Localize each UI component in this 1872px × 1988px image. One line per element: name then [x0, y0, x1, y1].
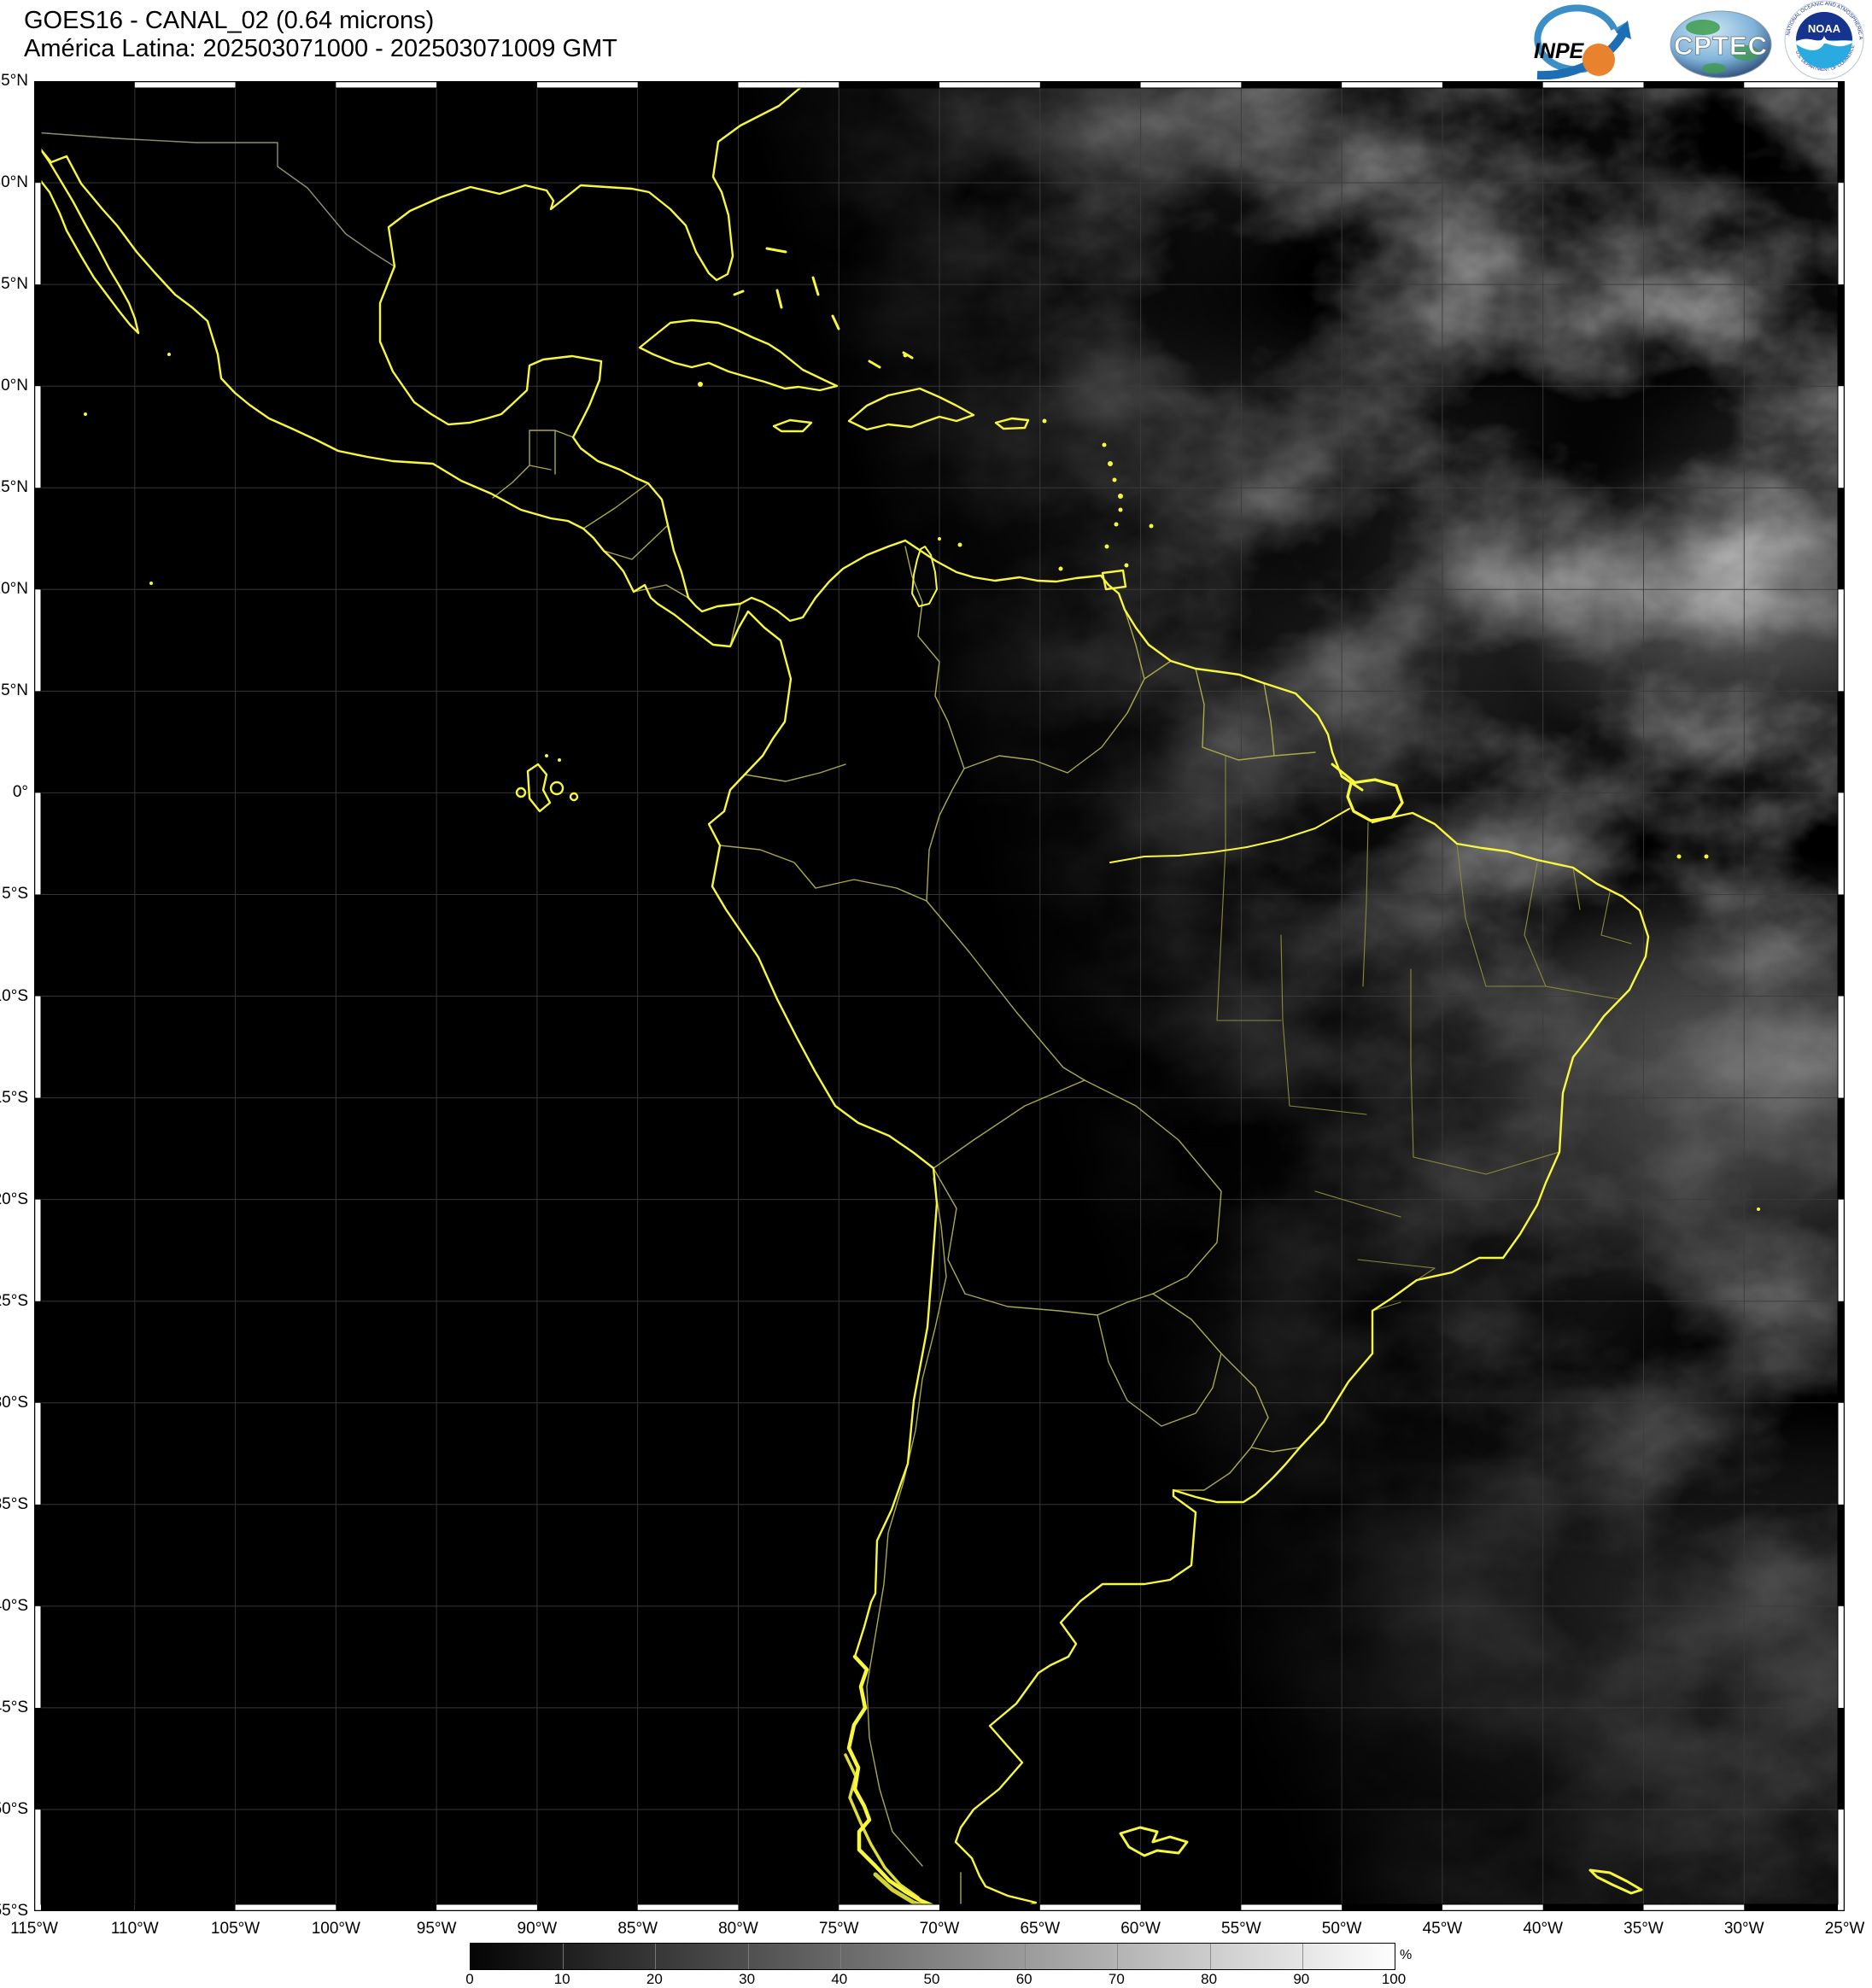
- latitude-tick-label: 0°: [12, 783, 28, 802]
- latitude-tick-label: 25°S: [0, 1291, 28, 1310]
- small-islands-layer: [84, 353, 1760, 1211]
- longitude-tick-label: 95°W: [416, 1920, 457, 1938]
- latitude-tick-label: 10°S: [0, 986, 28, 1005]
- inpe-orange-sphere-icon: [1582, 44, 1615, 76]
- longitude-tick-label: 90°W: [517, 1920, 558, 1938]
- latitude-tick-label: 25°N: [0, 275, 28, 294]
- cptec-landmass-icon: [1686, 20, 1720, 35]
- colorbar-tick-label: 60: [1015, 1971, 1033, 1987]
- cptec-logo: CPTEC: [1670, 10, 1772, 79]
- latitude-tick-label: 20°N: [0, 377, 28, 395]
- inpe-logo: INPE: [1534, 4, 1631, 80]
- cptec-landmass-icon: [1702, 63, 1726, 73]
- longitude-tick-label: 100°W: [311, 1920, 360, 1938]
- cptec-landmass-icon: [1732, 45, 1759, 61]
- colorbar-tick-label: 80: [1201, 1971, 1218, 1987]
- colorbar-tick-label: 20: [646, 1971, 663, 1987]
- colorbar-tick: [747, 1944, 749, 1969]
- colorbar-tick: [1025, 1944, 1027, 1969]
- header-title-block: GOES16 - CANAL_02 (0.64 microns) América…: [24, 7, 617, 63]
- latitude-tick-label: 20°S: [0, 1190, 28, 1208]
- colorbar-tick-label: 0: [465, 1971, 474, 1987]
- cptec-logo-text: CPTEC: [1674, 31, 1768, 61]
- graticule-grid: [34, 81, 1845, 1911]
- longitude-tick-label: 75°W: [818, 1920, 859, 1938]
- reflectance-colorbar: [470, 1943, 1395, 1970]
- colorbar-tick-label: 90: [1293, 1971, 1310, 1987]
- map-frame: [33, 80, 1872, 1912]
- latitude-axis: 35°N 30°N 25°N 20°N 15°N 10°N 5°N 0° 5°S 10°S 15°S…: [0, 0, 32, 1988]
- noaa-logo: NATIONAL OCEANIC AND ATMOSPHERIC ADMINIS…: [1781, 0, 1864, 80]
- longitude-tick-label: 35°W: [1623, 1920, 1664, 1938]
- longitude-tick-label: 115°W: [10, 1920, 58, 1938]
- longitude-tick-label: 105°W: [210, 1920, 260, 1938]
- longitude-tick-label: 80°W: [718, 1920, 758, 1938]
- latitude-tick-label: 5°N: [1, 681, 28, 700]
- longitude-tick-label: 85°W: [617, 1920, 658, 1938]
- colorbar-tick-label: 30: [739, 1971, 756, 1987]
- colorbar-tick-label: 10: [553, 1971, 570, 1987]
- latitude-tick-label: 45°S: [0, 1698, 28, 1716]
- colorbar-tick-label: 50: [923, 1971, 940, 1987]
- colorbar-scale: 0 10 20 30 40 50 60 70 80 90 100: [465, 1971, 1495, 1988]
- satellite-map-canvas: [32, 79, 1872, 1985]
- colorbar-tick-label: 100: [1381, 1971, 1407, 1987]
- noaa-seagull-icon: [1794, 36, 1854, 50]
- latitude-tick-label: 5°S: [2, 885, 28, 903]
- latitude-tick-label: 30°N: [0, 173, 28, 192]
- colorbar-tick: [839, 1944, 841, 1969]
- latitude-tick-label: 15°S: [0, 1088, 28, 1107]
- product-subtitle: América Latina: 202503071000 - 202503071…: [24, 35, 617, 62]
- latitude-tick-label: 35°N: [0, 72, 28, 90]
- longitude-tick-label: 25°W: [1824, 1920, 1865, 1938]
- latitude-tick-label: 50°S: [0, 1800, 28, 1819]
- product-title: GOES16 - CANAL_02 (0.64 microns): [24, 7, 435, 34]
- latitude-tick-label: 15°N: [0, 478, 28, 497]
- coastlines-layer: [32, 79, 1650, 1914]
- longitude-tick-label: 40°W: [1523, 1920, 1564, 1938]
- colorbar-unit: %: [1400, 1948, 1413, 1962]
- satellite-map: [32, 79, 1872, 1985]
- latitude-tick-label: 35°S: [0, 1494, 28, 1513]
- longitude-tick-label: 65°W: [1020, 1920, 1061, 1938]
- longitude-tick-label: 110°W: [110, 1920, 159, 1938]
- longitude-tick-label: 30°W: [1723, 1920, 1764, 1938]
- colorbar-tick: [655, 1944, 657, 1969]
- longitude-tick-label: 55°W: [1221, 1920, 1261, 1938]
- longitude-tick-label: 70°W: [919, 1920, 960, 1938]
- latitude-tick-label: 55°S: [0, 1902, 28, 1921]
- colorbar-tick: [1302, 1944, 1303, 1969]
- longitude-tick-label: 45°W: [1422, 1920, 1463, 1938]
- colorbar-tick: [1117, 1944, 1119, 1969]
- colorbar-tick: [1209, 1944, 1211, 1969]
- longitude-axis: 115°W 110°W 105°W 100°W 95°W 90°W 85°W 80°W 75°W…: [0, 1920, 1872, 1940]
- brazil-state-borders: [1216, 755, 1632, 1312]
- colorbar-tick: [563, 1944, 565, 1969]
- inpe-arrow-head-icon: [1616, 20, 1631, 39]
- latitude-tick-label: 40°S: [0, 1596, 28, 1615]
- noaa-sky-icon: [1796, 12, 1852, 40]
- inpe-logo-text: INPE: [1534, 39, 1585, 63]
- longitude-tick-label: 60°W: [1120, 1920, 1161, 1938]
- colorbar-tick-label: 40: [831, 1971, 848, 1987]
- longitude-tick-label: 50°W: [1321, 1920, 1362, 1938]
- latitude-tick-label: 10°N: [0, 580, 28, 599]
- noaa-logo-text: NOAA: [1808, 22, 1841, 35]
- colorbar-tick-label: 70: [1108, 1971, 1125, 1987]
- latitude-tick-label: 30°S: [0, 1393, 28, 1412]
